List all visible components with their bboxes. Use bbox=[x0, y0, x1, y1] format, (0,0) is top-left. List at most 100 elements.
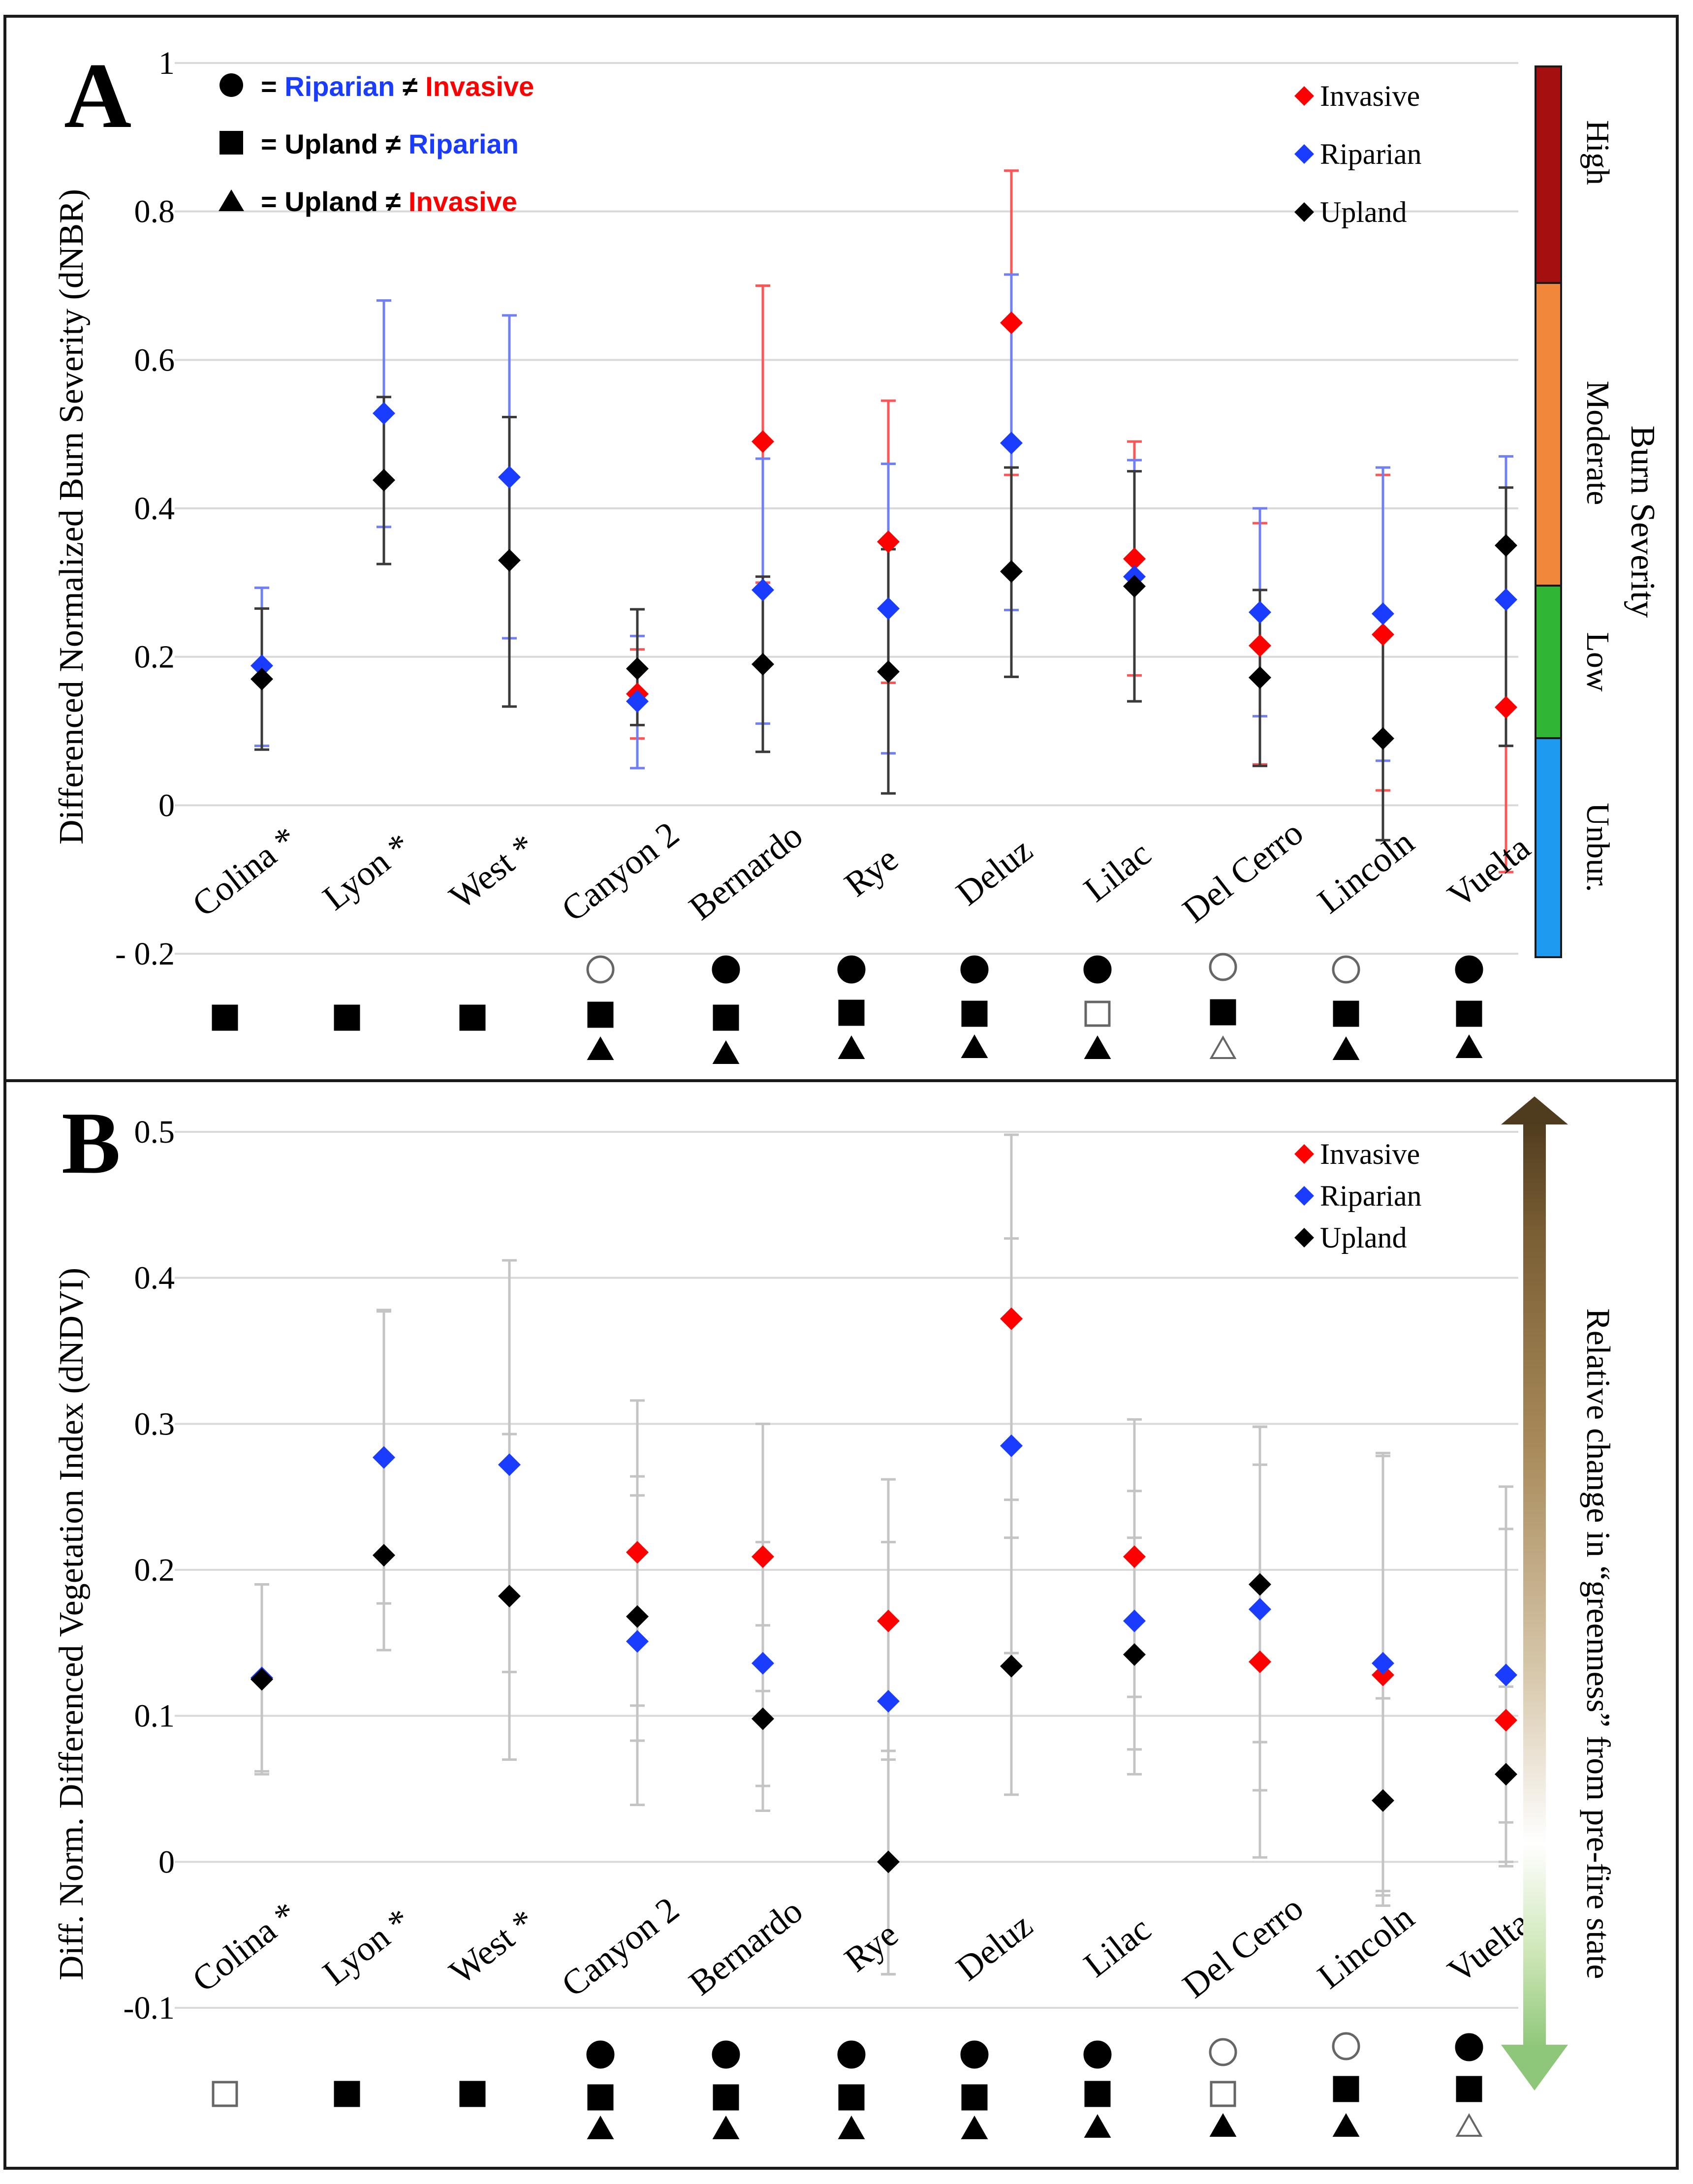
point-riparian bbox=[1372, 1652, 1394, 1675]
panel-b-frame bbox=[3, 1079, 1679, 2170]
legend-label-upland: Upland bbox=[1320, 1221, 1407, 1254]
burn-severity-bar: Unbur. Low Moderate High Burn Severity bbox=[1535, 65, 1662, 958]
key-text: = Riparian ≠ Invasive bbox=[261, 71, 534, 102]
point-upland bbox=[877, 1850, 900, 1873]
point-riparian bbox=[498, 466, 521, 489]
point-upland bbox=[752, 1707, 774, 1730]
filled-square-marker bbox=[713, 2084, 739, 2111]
severity-segment-unbur bbox=[1535, 737, 1562, 958]
filled-circle-marker bbox=[960, 955, 989, 984]
y-tick-label: 1 bbox=[158, 45, 175, 81]
panel-a-letter: A bbox=[64, 44, 131, 148]
point-riparian bbox=[626, 1630, 649, 1653]
key-circle-icon bbox=[219, 73, 243, 97]
open-square-marker bbox=[212, 2081, 238, 2107]
legend-marker-riparian bbox=[1294, 144, 1314, 164]
category-label: Canyon 2 bbox=[554, 1889, 686, 2004]
filled-square-marker bbox=[459, 2081, 486, 2107]
point-upland bbox=[1123, 1643, 1146, 1666]
point-upland bbox=[251, 667, 273, 690]
point-upland bbox=[1495, 1763, 1517, 1786]
y-tick-label: 0.2 bbox=[134, 1552, 175, 1588]
severity-title: Burn Severity bbox=[1624, 426, 1662, 618]
point-riparian bbox=[1249, 1598, 1271, 1621]
point-invasive bbox=[1249, 1650, 1271, 1673]
legend-label-invasive: Invasive bbox=[1320, 1138, 1420, 1170]
point-invasive bbox=[1123, 547, 1146, 570]
key-triangle-icon bbox=[219, 189, 244, 211]
point-riparian bbox=[1249, 601, 1271, 624]
severity-segment-moderate bbox=[1535, 282, 1562, 587]
filled-square-marker bbox=[212, 1004, 238, 1031]
panel-a-legend: Invasive Riparian Upland bbox=[1294, 80, 1422, 228]
category-label: Lincoln bbox=[1310, 1898, 1421, 1997]
legend-marker-invasive bbox=[1294, 86, 1314, 106]
filled-circle-marker bbox=[586, 2040, 615, 2069]
point-riparian bbox=[1000, 432, 1023, 455]
severity-label-high: High bbox=[1580, 120, 1616, 185]
point-invasive bbox=[752, 1545, 774, 1568]
category-label: Deluz bbox=[949, 830, 1040, 913]
filled-square-marker bbox=[713, 1004, 739, 1031]
legend-marker-riparian bbox=[1294, 1186, 1314, 1206]
legend-label-riparian: Riparian bbox=[1320, 1180, 1422, 1212]
severity-segment-low bbox=[1535, 585, 1562, 739]
filled-square-marker bbox=[334, 2081, 360, 2107]
y-tick-label: 0.2 bbox=[134, 639, 175, 675]
y-tick-label: 0.6 bbox=[134, 342, 175, 378]
point-riparian bbox=[752, 578, 774, 601]
point-upland bbox=[1372, 1789, 1394, 1812]
y-tick-label: 0.3 bbox=[134, 1406, 175, 1442]
point-upland bbox=[373, 468, 395, 492]
filled-square-marker bbox=[1084, 2081, 1111, 2107]
open-circle-marker bbox=[586, 955, 615, 984]
y-tick-label: 0 bbox=[158, 1844, 175, 1880]
point-invasive bbox=[1495, 696, 1517, 719]
point-invasive bbox=[877, 530, 900, 553]
filled-triangle-marker bbox=[1332, 2113, 1360, 2137]
point-upland bbox=[498, 549, 521, 572]
greenness-arrow bbox=[1501, 1096, 1568, 2090]
panel-b-y-ticks: -0.1 0 0.1 0.2 0.3 0.4 0.5 bbox=[124, 1114, 175, 2026]
point-upland bbox=[1249, 666, 1271, 689]
open-triangle-marker bbox=[1209, 1035, 1237, 1059]
filled-square-marker bbox=[1210, 999, 1236, 1026]
filled-square-marker bbox=[587, 2084, 614, 2111]
point-riparian bbox=[1372, 602, 1394, 625]
filled-square-marker bbox=[459, 1004, 486, 1031]
point-invasive bbox=[752, 430, 774, 453]
point-upland bbox=[752, 653, 774, 676]
filled-square-marker bbox=[1456, 2076, 1482, 2102]
point-upland bbox=[1495, 534, 1517, 557]
point-riparian bbox=[373, 1446, 395, 1469]
point-invasive bbox=[877, 1609, 900, 1632]
category-label: Bernardo bbox=[682, 815, 810, 928]
panel-b-significance bbox=[212, 2032, 1483, 2139]
filled-circle-marker bbox=[712, 955, 740, 984]
filled-circle-marker bbox=[1455, 2033, 1483, 2061]
filled-triangle-marker bbox=[838, 2115, 865, 2139]
open-square-marker bbox=[1084, 1000, 1111, 1027]
panel-b-letter: B bbox=[62, 1094, 121, 1192]
filled-triangle-marker bbox=[1084, 2114, 1111, 2138]
point-riparian bbox=[498, 1453, 521, 1476]
category-label: Canyon 2 bbox=[554, 814, 686, 929]
filled-triangle-marker bbox=[712, 2115, 740, 2139]
filled-square-marker bbox=[1333, 1000, 1359, 1027]
point-riparian bbox=[251, 654, 273, 677]
category-label: Del Cerro bbox=[1175, 1888, 1311, 2006]
category-label: Lilac bbox=[1076, 834, 1158, 909]
filled-square-marker bbox=[1333, 2076, 1359, 2102]
point-invasive bbox=[1249, 634, 1271, 657]
panel-b-gridlines bbox=[175, 1131, 1518, 2009]
point-upland bbox=[1123, 575, 1146, 598]
point-riparian bbox=[877, 597, 900, 620]
key-text: = Upland ≠ Riparian bbox=[261, 128, 519, 159]
category-label: Vuelta bbox=[1441, 828, 1537, 916]
open-circle-marker bbox=[1332, 2032, 1360, 2060]
severity-label-moderate: Moderate bbox=[1580, 381, 1616, 505]
y-tick-label: 0 bbox=[158, 787, 175, 823]
point-upland bbox=[626, 1605, 649, 1628]
